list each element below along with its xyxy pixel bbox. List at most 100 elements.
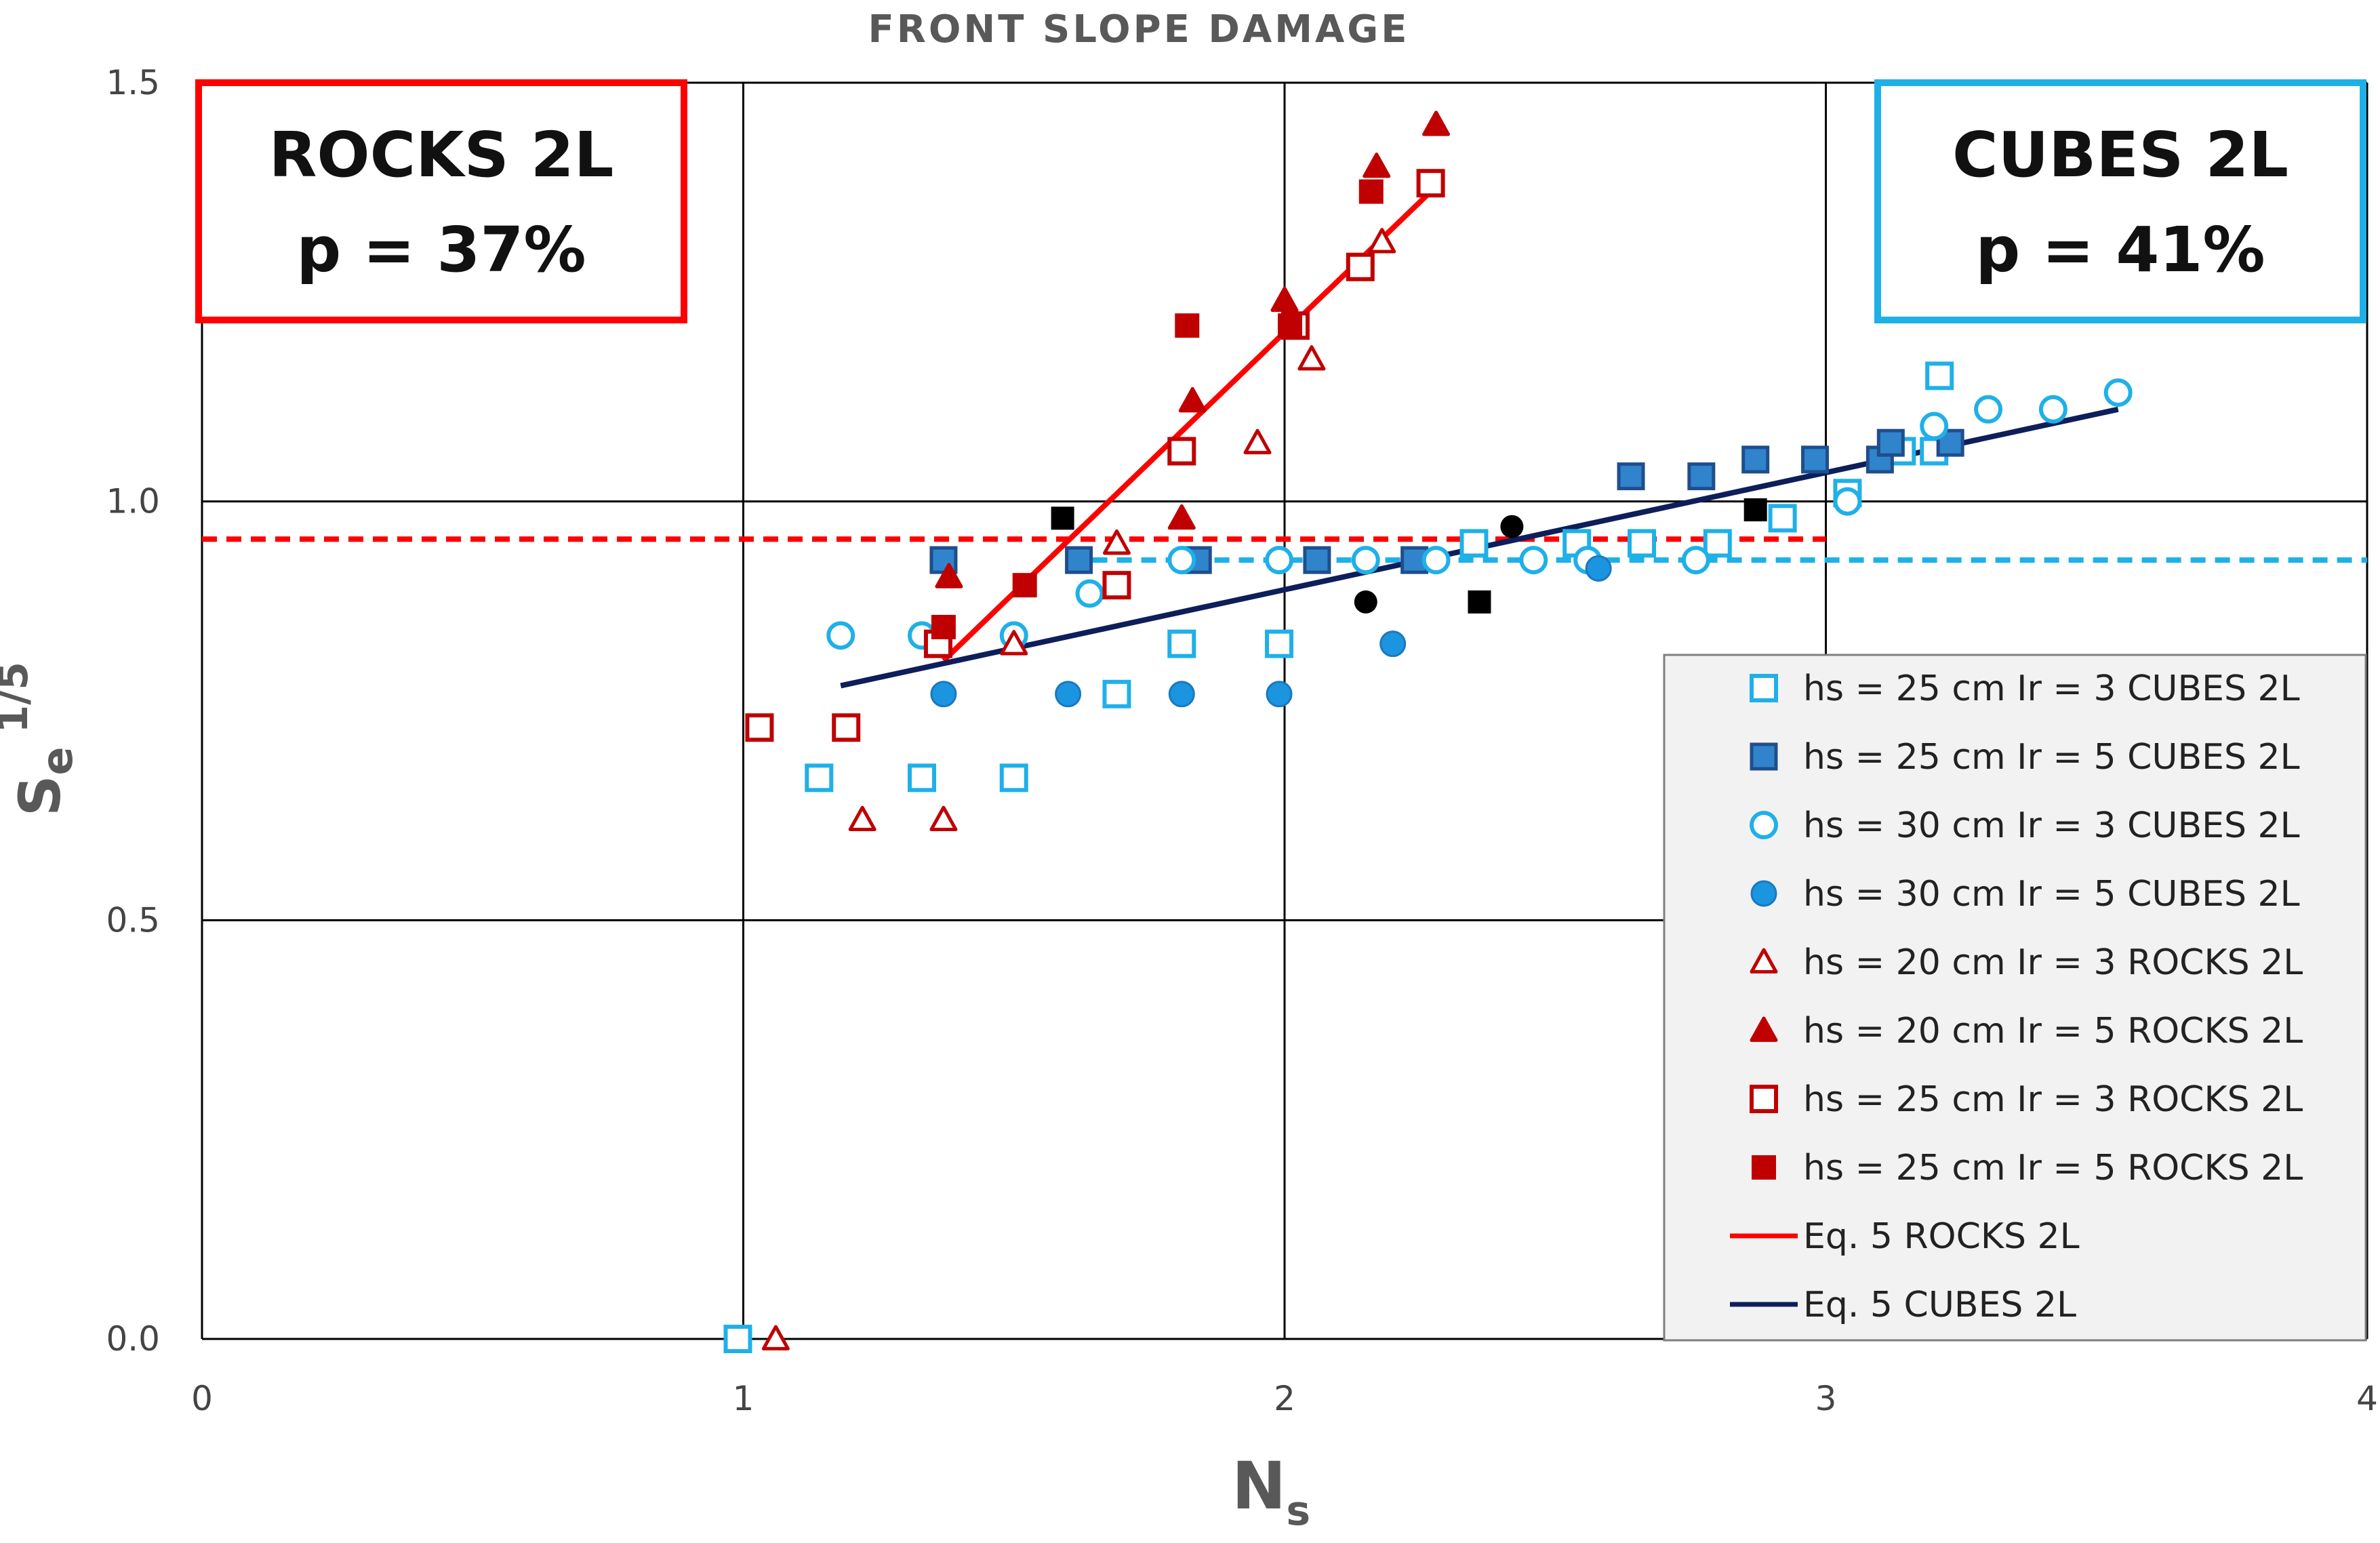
data-point [1102, 529, 1131, 555]
data-point [1102, 679, 1131, 708]
x-axis-label-main: N [1232, 1448, 1286, 1524]
legend-marker [1750, 1016, 1778, 1042]
data-point [1346, 252, 1375, 281]
legend-label: Eq. 5 ROCKS 2L [1803, 1216, 2080, 1257]
y-axis-label-sub: e [33, 746, 82, 775]
data-point [1741, 445, 1770, 474]
x-axis-label-sub: s [1286, 1487, 1310, 1535]
legend-label: hs = 25 cm Ir = 3 CUBES 2L [1803, 668, 2300, 709]
legend-label: hs = 25 cm Ir = 3 ROCKS 2L [1803, 1079, 2303, 1120]
data-point [1243, 428, 1272, 455]
data-point [1368, 228, 1396, 254]
y-tick-label: 0.0 [106, 1319, 160, 1359]
svg-text:Ns: Ns [1232, 1448, 1310, 1535]
y-tick-label: 0.5 [106, 900, 160, 940]
data-point [1768, 504, 1797, 533]
data-point [1459, 529, 1489, 558]
legend-label: hs = 20 cm Ir = 5 ROCKS 2L [1803, 1011, 2303, 1051]
legend-label: hs = 25 cm Ir = 5 CUBES 2L [1803, 737, 2300, 778]
data-point [1051, 506, 1074, 530]
legend-item: hs = 25 cm Ir = 3 ROCKS 2L [1750, 1079, 2303, 1120]
y-tick-label: 1.5 [106, 63, 160, 102]
reference-lines [202, 536, 2367, 563]
data-point [1351, 546, 1380, 575]
annotation-rocks-title: ROCKS 2L [269, 119, 614, 191]
data-point [1974, 395, 2003, 424]
data-point [1358, 179, 1384, 204]
data-point [935, 563, 963, 588]
legend-label: hs = 20 cm Ir = 3 ROCKS 2L [1803, 942, 2303, 983]
legend-marker [1752, 1155, 1776, 1180]
data-point [2038, 395, 2068, 424]
y-axis-label: Se 1/5 [0, 662, 82, 816]
data-point [1703, 529, 1732, 558]
data-point [1075, 579, 1104, 608]
legend-box [1663, 654, 2367, 1342]
data-point [1167, 546, 1196, 575]
legend-item: Eq. 5 CUBES 2L [1730, 1285, 2076, 1325]
x-tick-label: 0 [191, 1379, 213, 1418]
data-point [1801, 445, 1830, 474]
data-point [1012, 573, 1037, 598]
data-points [723, 111, 2133, 1353]
data-point [1468, 590, 1491, 614]
data-point [1175, 313, 1200, 338]
data-point [1681, 546, 1710, 575]
data-point [1354, 590, 1377, 614]
data-point [1687, 462, 1716, 491]
x-tick-label: 3 [1815, 1379, 1837, 1418]
legend-marker [1750, 948, 1778, 974]
data-point [761, 1325, 790, 1350]
legend-item: hs = 30 cm Ir = 5 CUBES 2L [1750, 874, 2300, 915]
data-point [931, 614, 956, 639]
data-point [1270, 286, 1299, 313]
data-point [1265, 629, 1294, 658]
data-point [908, 763, 937, 793]
data-point [1297, 345, 1326, 371]
x-tick-label: 1 [733, 1379, 754, 1418]
data-point [1167, 504, 1196, 530]
data-point [1303, 546, 1331, 574]
data-point [1519, 546, 1548, 575]
data-point [1000, 630, 1028, 656]
legend-marker [1750, 742, 1778, 771]
data-point [826, 621, 855, 650]
legend-item: hs = 30 cm Ir = 3 CUBES 2L [1750, 805, 2300, 846]
data-point [1416, 169, 1445, 198]
annotation-rocks-porosity: p = 37% [296, 214, 586, 286]
annotation-cubes-porosity: p = 41% [1975, 214, 2265, 286]
legend-marker [1750, 1085, 1778, 1113]
data-point [1421, 546, 1451, 575]
legend-item: hs = 25 cm Ir = 5 CUBES 2L [1750, 737, 2300, 778]
legend-item: hs = 25 cm Ir = 3 CUBES 2L [1750, 668, 2300, 709]
chart-title: FRONT SLOPE DAMAGE [868, 7, 1409, 52]
annotation-cubes-box: CUBES 2L p = 41% [1874, 79, 2366, 323]
legend: hs = 25 cm Ir = 3 CUBES 2L hs = 25 cm Ir … [1663, 654, 2367, 1342]
data-point [1266, 681, 1293, 708]
data-point [848, 805, 876, 831]
y-axis-label-sup: 1/5 [0, 662, 37, 733]
svg-text:Se1/5: Se 1/5 [0, 662, 82, 816]
data-point [1743, 498, 1767, 522]
data-point [1102, 571, 1131, 600]
data-point [1585, 555, 1612, 582]
legend-marker [1750, 880, 1777, 907]
data-point [1833, 487, 1862, 516]
x-axis-label: Ns [1232, 1448, 1310, 1535]
legend-label: hs = 30 cm Ir = 5 CUBES 2L [1803, 874, 2300, 915]
data-point [1065, 546, 1093, 574]
data-point [1925, 361, 1954, 390]
data-point [832, 713, 861, 742]
data-point [745, 713, 774, 742]
data-point [999, 763, 1028, 793]
data-point [1500, 515, 1524, 538]
data-point [1277, 313, 1302, 338]
legend-label: hs = 30 cm Ir = 3 CUBES 2L [1803, 805, 2300, 846]
legend-item: Eq. 5 ROCKS 2L [1730, 1216, 2080, 1257]
legend-label: hs = 25 cm Ir = 5 ROCKS 2L [1803, 1148, 2303, 1188]
data-point [1178, 386, 1207, 413]
data-point [929, 805, 958, 831]
data-point [930, 681, 957, 708]
